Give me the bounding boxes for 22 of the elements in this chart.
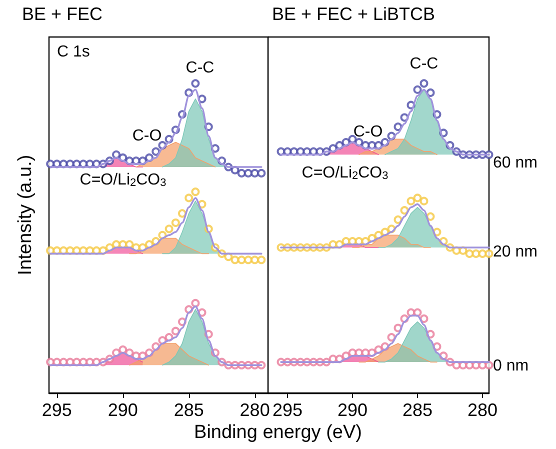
chart-title: BE + FEC + LiBTCB — [272, 4, 436, 25]
x-tick-label: 285 — [174, 400, 204, 420]
x-tick-label: 285 — [402, 400, 433, 420]
annotation: C-O — [353, 124, 383, 140]
x-axis-title: Binding energy (eV) — [193, 422, 363, 444]
text: 60 nm — [493, 154, 538, 172]
y-axis-title: Intensity (a.u.) — [15, 154, 37, 276]
x-tick-label: 280 — [240, 400, 270, 420]
x-tick-label: 280 — [467, 400, 498, 420]
text: C-C — [186, 60, 214, 76]
annotation: C=O/Li2CO3 — [80, 172, 166, 189]
chart-title: BE + FEC — [22, 4, 103, 25]
x-tick-label: 290 — [108, 400, 138, 420]
text: 20 nm — [493, 244, 538, 260]
annotation: C=O/Li2CO3 — [302, 164, 388, 182]
text: C 1s — [57, 44, 90, 60]
x-tick-label: 295 — [272, 400, 303, 420]
annotation: C-O — [132, 128, 162, 144]
text: C-C — [410, 56, 438, 72]
x-tick-label: 290 — [337, 400, 368, 420]
text: 0 nm — [493, 358, 529, 374]
x-tick-label: 295 — [42, 400, 72, 420]
